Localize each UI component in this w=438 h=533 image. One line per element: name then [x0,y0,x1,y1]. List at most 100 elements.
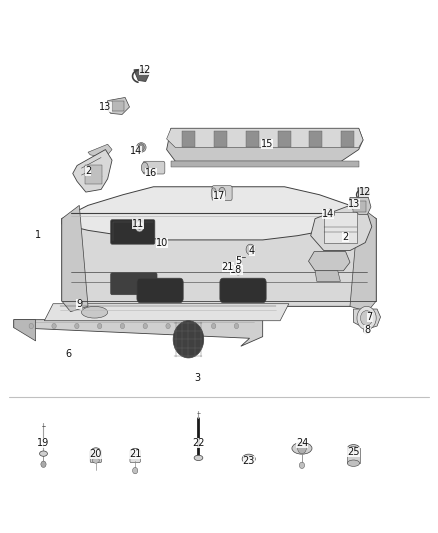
Text: 25: 25 [347,447,360,456]
Circle shape [138,144,145,151]
Ellipse shape [137,143,146,152]
Polygon shape [14,320,35,341]
Circle shape [246,244,255,255]
Text: 23: 23 [243,456,255,465]
Polygon shape [166,128,363,148]
Polygon shape [182,131,195,147]
Text: 4: 4 [249,246,255,255]
Text: 13: 13 [99,102,112,112]
Text: 13: 13 [348,199,360,209]
Polygon shape [308,252,350,271]
FancyBboxPatch shape [143,161,165,174]
Polygon shape [311,205,372,251]
Circle shape [357,306,376,330]
Text: 6: 6 [65,349,71,359]
Polygon shape [166,128,363,161]
Polygon shape [246,131,259,147]
Bar [324,212,357,243]
Ellipse shape [81,306,108,318]
Bar [347,448,360,463]
Polygon shape [315,271,340,281]
Polygon shape [309,131,322,147]
Circle shape [41,461,46,467]
Text: 2: 2 [343,232,349,243]
Polygon shape [62,205,88,312]
Circle shape [138,224,142,229]
Polygon shape [349,197,371,214]
Ellipse shape [141,163,148,173]
Text: 8: 8 [364,325,371,335]
Ellipse shape [91,448,101,455]
Circle shape [120,324,125,329]
Text: 5: 5 [236,256,242,266]
Polygon shape [278,131,290,147]
Circle shape [297,443,306,454]
Text: 21: 21 [129,449,141,458]
Ellipse shape [131,448,140,455]
Ellipse shape [39,451,47,456]
Circle shape [299,462,304,469]
FancyBboxPatch shape [220,278,266,303]
FancyBboxPatch shape [130,450,141,463]
Ellipse shape [242,454,255,464]
Bar [85,165,102,184]
Polygon shape [73,150,112,192]
Polygon shape [350,205,376,312]
Bar [353,200,366,212]
Circle shape [189,324,193,329]
Circle shape [227,263,233,270]
Text: 21: 21 [222,262,234,271]
Polygon shape [62,187,376,240]
Text: 15: 15 [261,139,273,149]
Text: 1: 1 [35,230,41,240]
Ellipse shape [347,460,360,466]
Circle shape [74,324,79,329]
Circle shape [234,324,239,329]
Polygon shape [245,459,252,463]
Text: 14: 14 [130,146,142,156]
Text: 18: 18 [230,265,243,274]
Text: 10: 10 [156,238,168,247]
Circle shape [212,324,216,329]
Circle shape [133,467,138,474]
Ellipse shape [292,442,312,454]
Text: 20: 20 [90,449,102,458]
FancyBboxPatch shape [137,278,183,303]
Text: 9: 9 [76,298,82,309]
Text: 17: 17 [213,191,225,201]
Polygon shape [62,219,376,306]
Ellipse shape [350,446,357,450]
Circle shape [360,311,373,326]
Circle shape [52,324,56,329]
Circle shape [29,324,33,329]
Text: 19: 19 [37,438,49,448]
Circle shape [328,210,333,216]
Polygon shape [134,69,149,82]
Polygon shape [353,309,381,329]
FancyBboxPatch shape [111,220,155,244]
Ellipse shape [326,209,335,217]
FancyBboxPatch shape [212,185,232,200]
Circle shape [173,321,204,358]
Text: 16: 16 [145,168,157,179]
Polygon shape [14,320,263,346]
Polygon shape [341,131,354,147]
Text: 11: 11 [132,219,145,229]
Ellipse shape [211,188,216,198]
FancyBboxPatch shape [90,450,102,463]
Text: 22: 22 [192,438,205,448]
FancyBboxPatch shape [111,273,157,295]
Text: 14: 14 [322,209,334,220]
Polygon shape [358,188,370,200]
Text: 12: 12 [359,187,371,197]
Text: 3: 3 [194,373,200,383]
Polygon shape [214,131,227,147]
Text: 12: 12 [138,65,151,75]
Text: 24: 24 [296,438,308,448]
Bar [113,101,124,111]
Circle shape [98,324,102,329]
Circle shape [143,324,148,329]
Ellipse shape [92,458,99,463]
Ellipse shape [347,445,360,452]
Circle shape [235,266,242,275]
